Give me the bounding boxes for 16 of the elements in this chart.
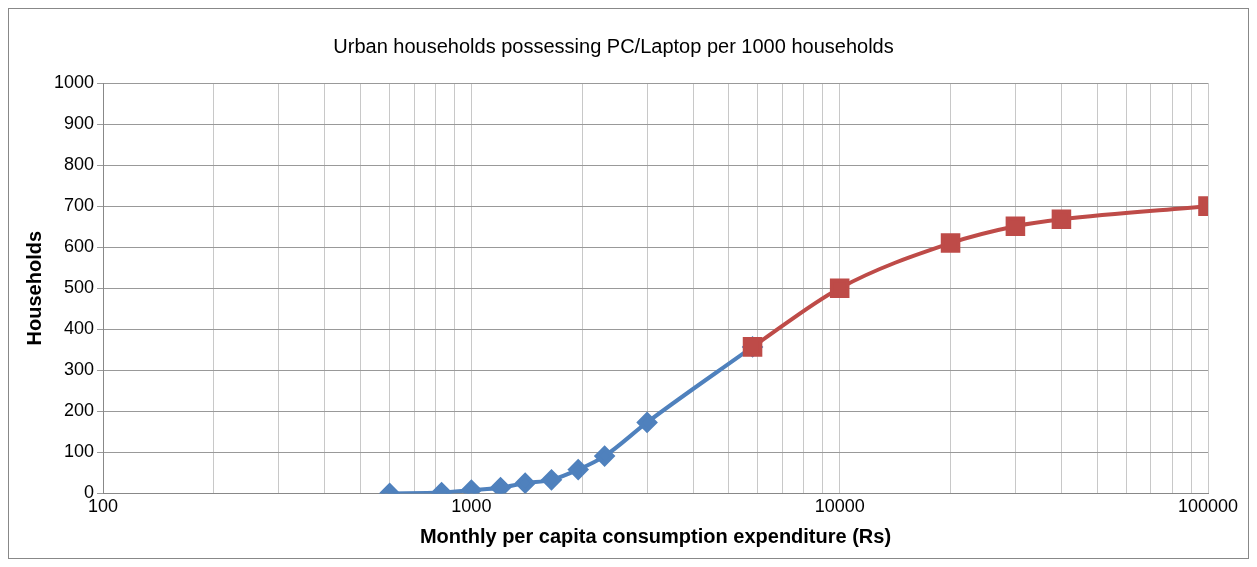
y-tick-label: 600 [64, 236, 95, 257]
y-tick-label: 800 [64, 154, 95, 175]
chart-title: Urban households possessing PC/Laptop per 1000 households [333, 34, 894, 57]
y-tick-label: 300 [64, 359, 95, 380]
y-tick-label: 200 [64, 400, 95, 421]
y-tick-label: 700 [64, 195, 95, 216]
x-axis-title: Monthly per capita consumption expenditure (Rs) [419, 524, 892, 547]
y-tick-label: 900 [64, 113, 95, 134]
y-tick-label: 1000 [54, 71, 95, 92]
x-tick-label: 100000 [1177, 496, 1239, 517]
y-tick-label: 100 [64, 441, 95, 462]
x-tick-label: 1000 [451, 496, 492, 517]
x-tick-label: 10000 [814, 496, 865, 517]
y-tick-label: 500 [64, 277, 95, 298]
y-tick-label: 400 [64, 318, 95, 339]
y-axis-title: Households [22, 230, 45, 346]
